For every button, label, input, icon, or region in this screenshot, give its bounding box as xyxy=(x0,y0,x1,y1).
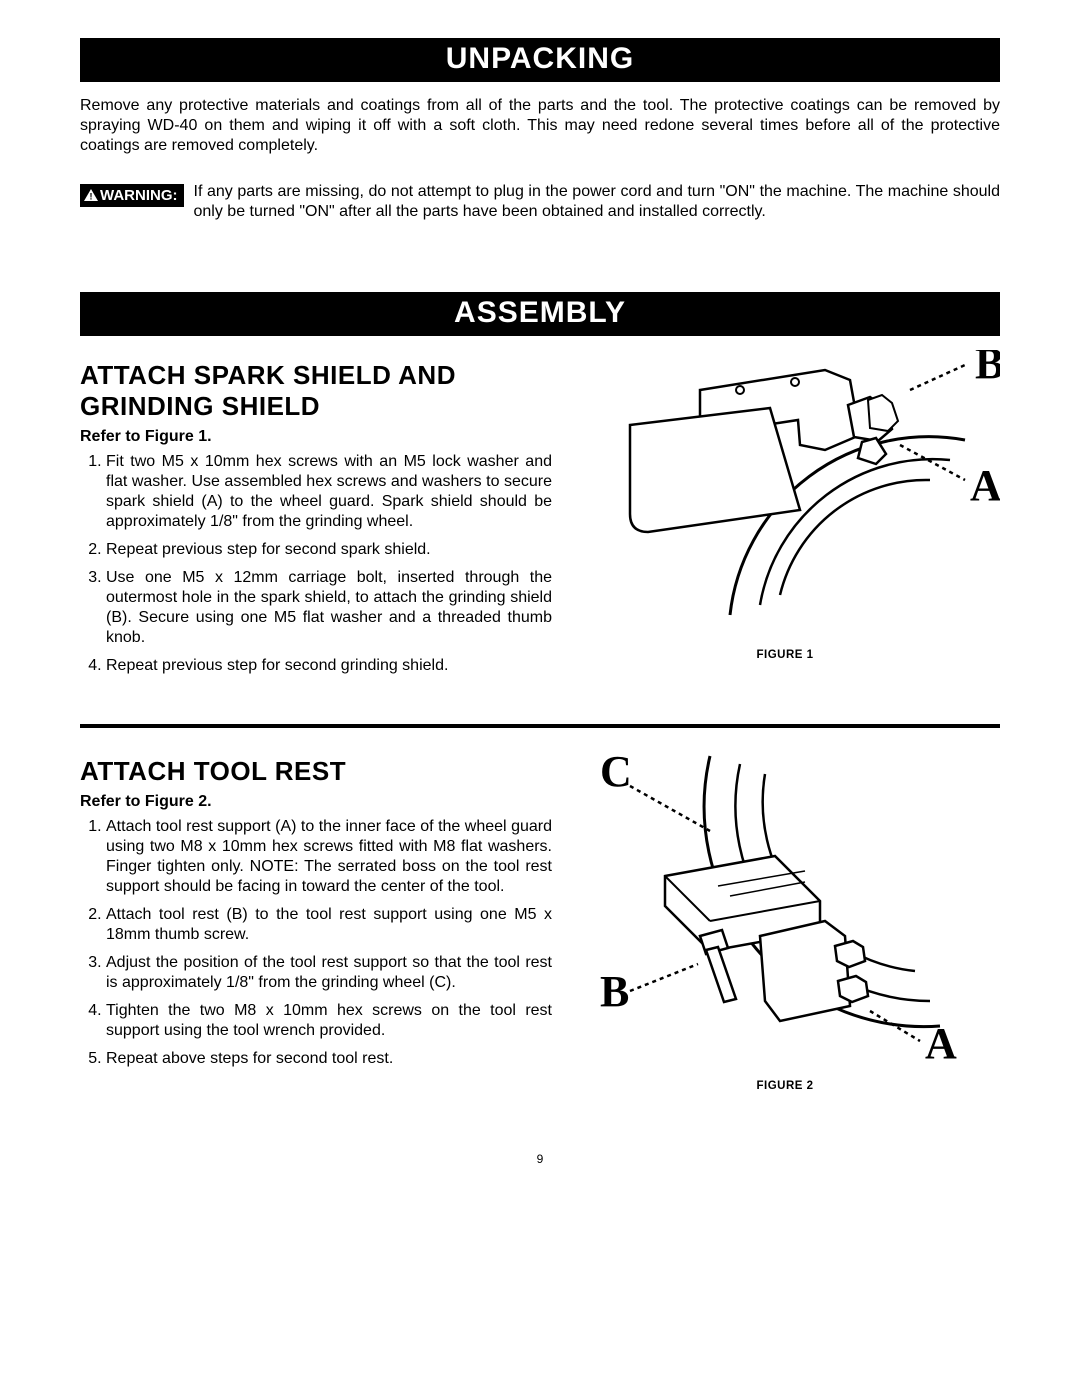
list-item: Use one M5 x 12mm carriage bolt, inserte… xyxy=(106,568,552,648)
figure-2-illustration: C B A xyxy=(570,746,1000,1066)
page: UNPACKING Remove any protective material… xyxy=(0,0,1080,1186)
warning-label: WARNING: xyxy=(100,187,178,204)
figure-2-col: C B A FIGURE 2 xyxy=(570,746,1000,1092)
callout-c: C xyxy=(600,747,632,796)
svg-text:!: ! xyxy=(90,191,93,201)
list-item: Attach tool rest support (A) to the inne… xyxy=(106,817,552,897)
section-spark-shield: ATTACH SPARK SHIELD AND GRINDING SHIELD … xyxy=(80,350,1000,684)
list-item: Adjust the position of the tool rest sup… xyxy=(106,953,552,993)
callout-b: B xyxy=(600,967,629,1016)
section-divider xyxy=(80,724,1000,728)
tool-rest-title: ATTACH TOOL REST xyxy=(80,756,552,787)
figure-1-caption: FIGURE 1 xyxy=(756,649,813,661)
figure-1-col: B A FIGURE 1 xyxy=(570,350,1000,661)
tool-rest-steps: Attach tool rest support (A) to the inne… xyxy=(80,817,552,1069)
callout-b: B xyxy=(975,350,1000,388)
figure-2-caption: FIGURE 2 xyxy=(756,1080,813,1092)
spark-shield-steps: Fit two M5 x 10mm hex screws with an M5 … xyxy=(80,452,552,676)
list-item: Attach tool rest (B) to the tool rest su… xyxy=(106,905,552,945)
list-item: Repeat above steps for second tool rest. xyxy=(106,1049,552,1069)
spark-shield-title: ATTACH SPARK SHIELD AND GRINDING SHIELD xyxy=(80,360,552,422)
callout-a: A xyxy=(970,461,1000,510)
warning-badge: ! WARNING: xyxy=(80,184,184,207)
figure-1-illustration: B A xyxy=(570,350,1000,635)
list-item: Tighten the two M8 x 10mm hex screws on … xyxy=(106,1001,552,1041)
list-item: Repeat previous step for second spark sh… xyxy=(106,540,552,560)
list-item: Repeat previous step for second grinding… xyxy=(106,656,552,676)
unpacking-header: UNPACKING xyxy=(80,38,1000,82)
page-number: 9 xyxy=(80,1152,1000,1166)
warning-row: ! WARNING: If any parts are missing, do … xyxy=(80,182,1000,222)
section-tool-rest: ATTACH TOOL REST Refer to Figure 2. Atta… xyxy=(80,746,1000,1092)
unpacking-body: Remove any protective materials and coat… xyxy=(80,96,1000,156)
assembly-header: ASSEMBLY xyxy=(80,292,1000,336)
spark-shield-text-col: ATTACH SPARK SHIELD AND GRINDING SHIELD … xyxy=(80,350,552,684)
tool-rest-text-col: ATTACH TOOL REST Refer to Figure 2. Atta… xyxy=(80,746,552,1077)
list-item: Fit two M5 x 10mm hex screws with an M5 … xyxy=(106,452,552,532)
warning-text: If any parts are missing, do not attempt… xyxy=(194,182,1001,222)
spark-shield-refer: Refer to Figure 1. xyxy=(80,428,552,446)
tool-rest-refer: Refer to Figure 2. xyxy=(80,793,552,811)
callout-a: A xyxy=(925,1019,957,1066)
warning-triangle-icon: ! xyxy=(84,188,98,204)
